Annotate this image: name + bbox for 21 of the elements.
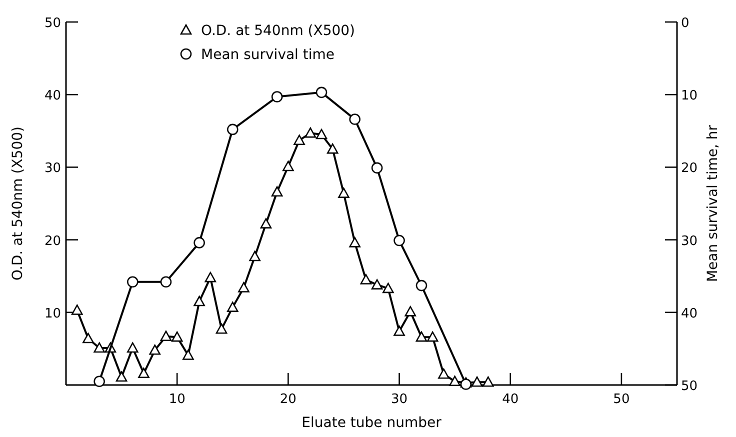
y2-tick-label: 10 — [681, 88, 698, 104]
y-tick-label: 40 — [44, 88, 61, 104]
y-axis-title: O.D. at 540nm (X500) — [10, 126, 26, 281]
x-tick-label: 30 — [391, 392, 408, 407]
y2-tick-label: 20 — [681, 161, 698, 176]
y-tick-label: 20 — [44, 234, 61, 249]
x-tick-label: 20 — [280, 392, 296, 407]
y2-tick-label: 30 — [681, 234, 698, 249]
y-tick-label: 30 — [44, 161, 61, 176]
y2-tick-label: 40 — [681, 306, 698, 322]
x-axis-title: Eluate tube number — [302, 415, 442, 431]
x-tick-label: 10 — [168, 392, 186, 407]
y2-tick-label: 0 — [681, 16, 690, 31]
legend-label: O.D. at 540nm (X500) — [201, 23, 356, 39]
x-tick-label: 40 — [502, 392, 519, 407]
y-tick-label: 50 — [44, 16, 61, 31]
legend-label: Mean survival time — [201, 47, 335, 63]
y-tick-label: 10 — [44, 306, 61, 322]
x-tick-label: 50 — [613, 392, 630, 407]
y2-tick-label: 50 — [681, 379, 698, 394]
y2-axis-title: Mean survival time, hr — [705, 124, 721, 282]
